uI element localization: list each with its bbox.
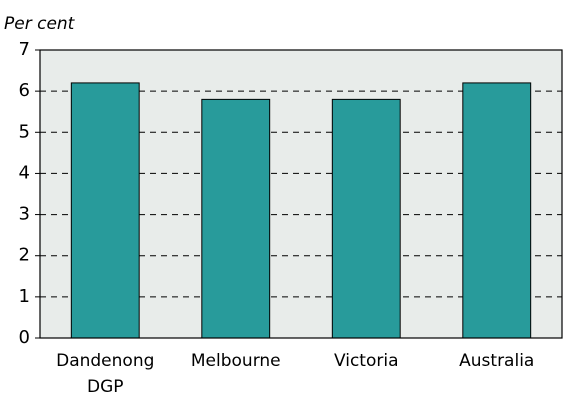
x-tick-label: Dandenong DGP [56, 351, 155, 397]
y-tick-label: 6 [19, 80, 30, 101]
x-tick-label: Australia [459, 351, 535, 371]
bar [462, 82, 532, 339]
y-tick-label: 0 [19, 327, 30, 348]
bar [201, 98, 271, 339]
bar [331, 98, 401, 339]
y-tick-label: 1 [19, 286, 30, 307]
bar [70, 82, 140, 339]
x-tick-label: Victoria [333, 351, 399, 371]
plot-border [39, 49, 563, 339]
y-tick-label: 7 [19, 39, 30, 60]
y-tick-label: 5 [19, 121, 30, 142]
y-tick-label: 3 [19, 204, 30, 225]
y-axis-label: Per cent [4, 14, 76, 34]
x-tick-label: Melbourne [190, 351, 281, 371]
y-tick-label: 4 [19, 162, 30, 183]
y-tick-label: 2 [19, 245, 30, 266]
